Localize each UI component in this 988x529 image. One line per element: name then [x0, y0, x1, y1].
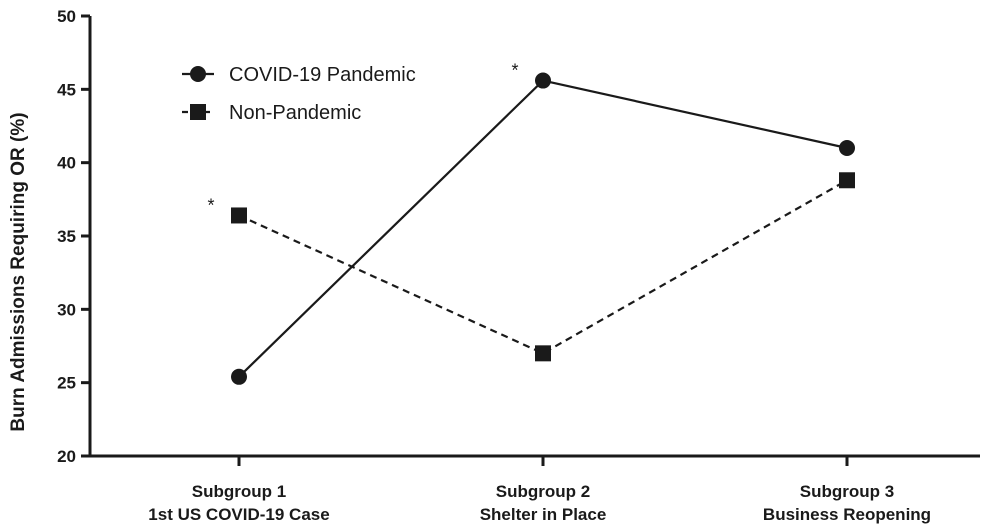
x-tick-label: Subgroup 2 [496, 482, 590, 501]
y-tick-label: 45 [57, 80, 76, 99]
series-layer: ** [207, 61, 855, 385]
data-point-circle [231, 368, 247, 385]
x-tick-label: Business Reopening [763, 505, 931, 524]
data-point-square [535, 345, 551, 362]
legend-label: COVID-19 Pandemic [229, 64, 416, 86]
legend: COVID-19 Pandemic Non-Pandemic [182, 64, 416, 124]
y-tick-label: 35 [57, 227, 76, 246]
y-tick-label: 20 [57, 447, 76, 466]
axes: 20 25 30 35 40 45 50 Subgroup 1 1st US COVID-19 … [57, 7, 980, 524]
x-tick-label: Subgroup 1 [192, 482, 286, 501]
significance-marker: * [207, 195, 214, 215]
x-tick-label: 1st US COVID-19 Case [148, 505, 329, 524]
data-point-square [839, 172, 855, 189]
y-tick-label: 30 [57, 300, 76, 319]
legend-marker-square [190, 104, 206, 120]
data-point-circle [535, 72, 551, 89]
series-line-1 [238, 179, 848, 355]
y-tick-label: 50 [57, 7, 76, 26]
legend-label: Non-Pandemic [229, 102, 361, 124]
series-line-0 [238, 79, 848, 378]
data-point-circle [839, 140, 855, 156]
legend-marker-circle [190, 66, 206, 82]
x-tick-label: Shelter in Place [480, 505, 607, 524]
data-point-square [231, 207, 247, 224]
y-tick-label: 25 [57, 374, 76, 393]
y-axis-title: Burn Admissions Requiring OR (%) [8, 112, 29, 431]
x-tick-label: Subgroup 3 [800, 482, 894, 501]
y-tick-label: 40 [57, 154, 76, 173]
significance-marker: * [511, 61, 518, 81]
